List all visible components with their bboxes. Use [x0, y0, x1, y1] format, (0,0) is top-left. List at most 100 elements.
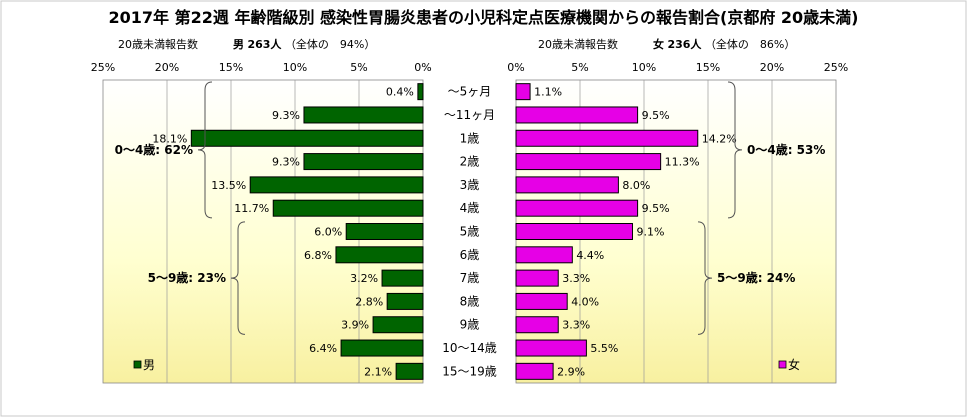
female-data-label: 2.9% — [557, 365, 585, 378]
male-bar — [395, 362, 424, 380]
female-group-brace — [727, 81, 743, 219]
male-header-label: 20歳未満報告数 — [118, 38, 198, 51]
female-x-tick-label: 10% — [632, 61, 656, 74]
female-data-label: 9.5% — [642, 202, 670, 215]
male-bar — [190, 129, 424, 147]
category-label: 8歳 — [460, 294, 480, 308]
female-data-label: 14.2% — [702, 132, 737, 145]
male-data-label: 6.8% — [304, 249, 332, 262]
male-header: 20歳未満報告数 男 263人 （全体の 94%） — [118, 36, 375, 52]
female-data-label: 8.0% — [622, 179, 650, 192]
female-header-name: 女 — [652, 38, 664, 51]
male-data-label: 13.5% — [211, 179, 246, 192]
category-label: 2歳 — [460, 155, 480, 169]
male-group-brace — [197, 81, 213, 219]
female-data-label: 5.5% — [590, 342, 618, 355]
female-bar — [515, 246, 573, 264]
male-data-label: 0.4% — [386, 86, 414, 99]
male-x-tick-label: 15% — [219, 61, 243, 74]
male-x-tick-label: 5% — [350, 61, 367, 74]
category-label: ～5ヶ月 — [448, 85, 492, 99]
category-label: 7歳 — [460, 271, 480, 285]
category-label: 6歳 — [460, 248, 480, 262]
female-header: 20歳未満報告数 女 236人 （全体の 86%） — [538, 36, 795, 52]
male-bar — [340, 339, 424, 357]
female-bar — [515, 269, 559, 287]
male-x-tick-label: 0% — [414, 61, 431, 74]
male-bar — [335, 246, 424, 264]
female-group-brace — [697, 221, 713, 335]
female-data-label: 9.5% — [642, 109, 670, 122]
female-bar — [515, 176, 619, 194]
male-x-tick-label: 20% — [155, 61, 179, 74]
female-bar — [515, 292, 568, 310]
male-data-label: 3.9% — [341, 319, 369, 332]
female-data-label: 1.1% — [534, 86, 562, 99]
category-label: 4歳 — [460, 201, 480, 215]
male-data-label: 2.1% — [364, 365, 392, 378]
female-data-label: 4.0% — [571, 295, 599, 308]
female-bar — [515, 106, 639, 124]
male-group-brace — [230, 221, 246, 335]
female-header-share: （全体の 86%） — [704, 38, 796, 51]
female-bar — [515, 223, 633, 240]
male-data-label: 2.8% — [355, 295, 383, 308]
female-bar — [515, 339, 587, 357]
male-bar — [303, 106, 424, 124]
male-header-name: 男 — [232, 38, 244, 51]
female-x-tick-label: 5% — [571, 61, 588, 74]
female-group-label: 5～9歳: 24% — [717, 270, 795, 285]
female-group-label: 0～4歳: 53% — [747, 142, 825, 157]
male-x-tick-label: 10% — [283, 61, 307, 74]
female-header-count: 236人 — [667, 38, 702, 51]
female-bar — [515, 316, 559, 334]
male-group-label: 0～4歳: 62% — [115, 142, 193, 157]
male-data-label: 18.1% — [152, 132, 187, 145]
male-bar — [381, 269, 424, 287]
male-bar — [272, 199, 424, 217]
male-bar — [303, 153, 424, 171]
female-legend-label: 女 — [788, 357, 800, 372]
category-label: 9歳 — [460, 318, 480, 332]
female-x-tick-label: 15% — [696, 61, 720, 74]
female-bar — [515, 129, 699, 147]
female-data-label: 3.3% — [562, 319, 590, 332]
category-label: 3歳 — [460, 178, 480, 192]
female-x-tick-label: 0% — [507, 61, 524, 74]
male-header-count: 263人 — [247, 38, 282, 51]
category-label: 10～14歳 — [442, 341, 497, 355]
chart-title: 2017年 第22週 年齢階級別 感染性胃腸炎患者の小児科定点医療機関からの報告… — [108, 8, 859, 27]
male-data-label: 3.2% — [350, 272, 378, 285]
female-legend-swatch — [778, 360, 787, 369]
female-x-tick-label: 25% — [824, 61, 848, 74]
male-data-label: 11.7% — [234, 202, 269, 215]
male-legend-swatch — [133, 360, 142, 369]
male-data-label: 6.0% — [314, 226, 342, 239]
female-bar — [515, 83, 531, 101]
male-data-label: 9.3% — [272, 109, 300, 122]
female-data-label: 11.3% — [665, 156, 700, 169]
male-group-label: 5～9歳: 23% — [148, 270, 226, 285]
category-label: 1歳 — [460, 131, 480, 145]
category-label: ～11ヶ月 — [444, 108, 495, 122]
male-x-tick-label: 25% — [91, 61, 115, 74]
female-data-label: 4.4% — [576, 249, 604, 262]
category-label: 5歳 — [460, 225, 480, 239]
female-data-label: 9.1% — [636, 226, 664, 239]
female-bar — [515, 153, 662, 171]
male-data-label: 9.3% — [272, 156, 300, 169]
male-legend-label: 男 — [143, 358, 155, 372]
female-bar — [515, 199, 639, 217]
female-x-tick-label: 20% — [760, 61, 784, 74]
female-data-label: 3.3% — [562, 272, 590, 285]
male-bar — [386, 292, 424, 310]
male-bar — [249, 176, 424, 194]
male-header-share: （全体の 94%） — [284, 38, 376, 51]
male-bar — [372, 316, 424, 334]
female-bar — [515, 362, 554, 380]
category-label: 15～19歳 — [442, 364, 497, 378]
female-header-label: 20歳未満報告数 — [538, 38, 618, 51]
